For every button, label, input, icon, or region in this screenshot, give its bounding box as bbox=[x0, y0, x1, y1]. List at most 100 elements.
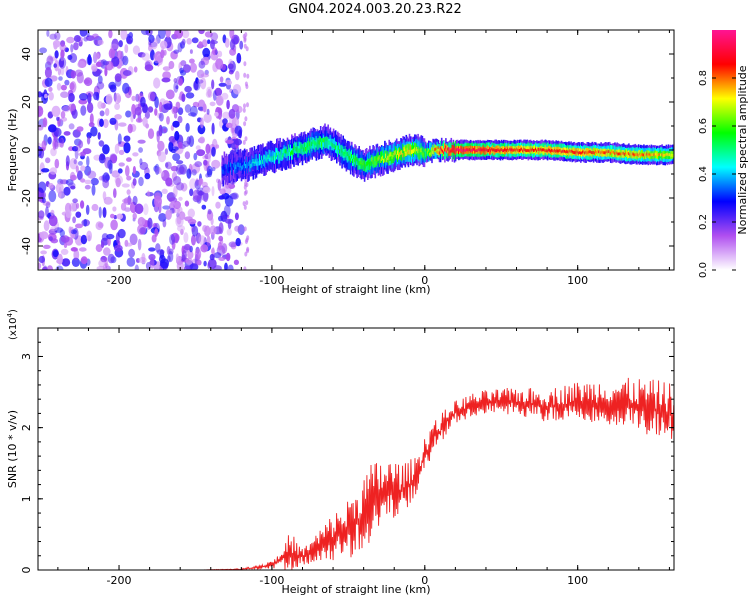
noise-speckle bbox=[210, 32, 219, 41]
ridge-cell bbox=[260, 160, 262, 165]
noise-speckle bbox=[86, 55, 93, 66]
ridge-cell bbox=[324, 137, 326, 149]
noise-speckle bbox=[172, 146, 179, 151]
noise-speckle bbox=[110, 219, 118, 231]
ridge-cell bbox=[245, 163, 247, 169]
noise-speckle bbox=[70, 44, 74, 53]
ridge-cell bbox=[348, 156, 351, 161]
ridge-cell bbox=[254, 159, 257, 164]
ridge-cell bbox=[310, 143, 312, 148]
ridge-cell bbox=[469, 149, 472, 153]
ridge-cell bbox=[317, 140, 320, 145]
noise-speckle bbox=[126, 257, 136, 267]
noise-speckle bbox=[108, 30, 113, 39]
ridge-cell bbox=[468, 148, 471, 151]
noise-speckle bbox=[80, 178, 86, 183]
noise-speckle bbox=[107, 253, 115, 264]
noise-speckle bbox=[218, 222, 224, 235]
ridge-cell bbox=[444, 145, 446, 160]
ridge-cell bbox=[624, 151, 627, 155]
noise-speckle bbox=[159, 40, 168, 49]
noise-speckle bbox=[187, 208, 195, 218]
ridge-cell bbox=[266, 157, 268, 162]
ridge-cell bbox=[436, 150, 439, 154]
ridge-cell bbox=[372, 159, 374, 165]
ridge-cell bbox=[253, 161, 256, 166]
ridge-cell bbox=[394, 150, 397, 155]
noise-speckle bbox=[67, 182, 76, 189]
ridge-cell bbox=[668, 153, 671, 157]
noise-speckle bbox=[141, 52, 151, 61]
noise-speckle bbox=[203, 113, 212, 123]
noise-speckle bbox=[88, 122, 95, 128]
noise-speckle bbox=[148, 91, 155, 102]
ridge-cell bbox=[443, 140, 445, 155]
noise-speckle bbox=[78, 140, 84, 149]
noise-speckle bbox=[198, 235, 206, 246]
ridge-cell bbox=[230, 160, 232, 181]
noise-speckle bbox=[185, 257, 193, 265]
noise-speckle bbox=[65, 210, 72, 218]
ridge-cell bbox=[620, 152, 623, 156]
noise-speckle bbox=[128, 248, 136, 258]
ridge-cell bbox=[432, 144, 434, 153]
noise-speckle bbox=[132, 195, 138, 206]
ridge-cell bbox=[638, 152, 641, 156]
ridge-cell bbox=[368, 158, 370, 171]
noise-speckle bbox=[229, 48, 237, 56]
ridge-cell bbox=[334, 145, 337, 150]
x-tick-label: -200 bbox=[107, 274, 132, 287]
noise-speckle bbox=[41, 140, 47, 151]
ridge-cell bbox=[419, 148, 421, 154]
ridge-cell bbox=[405, 145, 408, 157]
noise-speckle bbox=[203, 159, 208, 166]
ridge-cell bbox=[303, 142, 306, 147]
noise-speckle bbox=[172, 120, 180, 128]
ridge-cell bbox=[662, 154, 664, 158]
noise-speckle bbox=[244, 116, 248, 122]
noise-speckle bbox=[89, 113, 94, 125]
noise-speckle bbox=[114, 102, 120, 110]
ridge-cell bbox=[349, 151, 352, 163]
noise-speckle bbox=[194, 161, 202, 168]
noise-speckle bbox=[54, 59, 59, 72]
ridge-cell bbox=[659, 152, 661, 156]
ridge-cell bbox=[644, 153, 646, 157]
noise-speckle bbox=[183, 243, 191, 251]
noise-speckle bbox=[243, 37, 247, 43]
ridge-cell bbox=[255, 153, 258, 166]
spectrogram-x-label: Height of straight line (km) bbox=[281, 283, 430, 296]
noise-speckle bbox=[70, 174, 77, 181]
ridge-cell bbox=[578, 151, 581, 155]
noise-speckle bbox=[198, 41, 203, 49]
ridge-cell bbox=[493, 148, 495, 152]
noise-speckle bbox=[177, 107, 184, 115]
ridge-cell bbox=[278, 151, 280, 156]
spectrogram-marks bbox=[38, 30, 674, 270]
ridge-cell bbox=[448, 147, 450, 150]
noise-speckle bbox=[178, 78, 183, 86]
noise-speckle bbox=[242, 107, 246, 113]
noise-speckle bbox=[54, 50, 59, 59]
ridge-cell bbox=[312, 139, 314, 145]
noise-speckle bbox=[48, 182, 54, 189]
ridge-cell bbox=[384, 158, 386, 163]
noise-speckle bbox=[53, 63, 58, 68]
noise-speckle bbox=[246, 235, 250, 241]
noise-speckle bbox=[244, 251, 248, 257]
ridge-cell bbox=[290, 144, 292, 157]
noise-speckle bbox=[48, 86, 53, 92]
noise-speckle bbox=[137, 52, 146, 58]
ridge-cell bbox=[330, 141, 333, 147]
ridge-cell bbox=[273, 152, 276, 164]
noise-speckle bbox=[165, 30, 171, 38]
colorbar: 0.0 0.2 0.4 0.6 0.8 Normalized spectral ampl… bbox=[698, 30, 749, 278]
ridge-cell bbox=[336, 142, 338, 147]
ridge-cell bbox=[446, 144, 448, 153]
noise-speckle bbox=[107, 159, 113, 170]
ridge-cell bbox=[448, 148, 450, 156]
noise-speckle bbox=[246, 102, 249, 108]
noise-speckle bbox=[118, 149, 125, 156]
ridge-cell bbox=[264, 155, 266, 168]
noise-speckle bbox=[87, 170, 97, 179]
